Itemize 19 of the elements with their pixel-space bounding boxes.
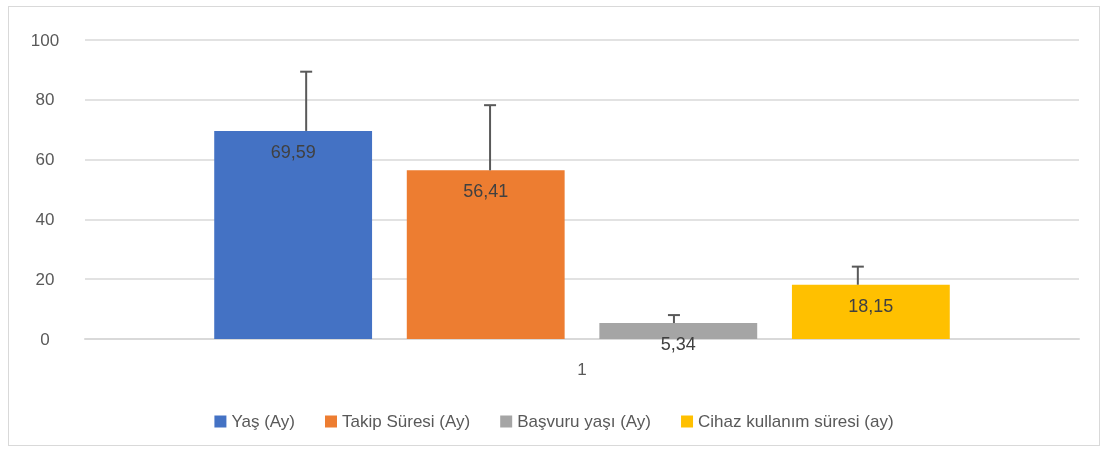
y-tick-label: 20	[35, 269, 55, 289]
y-tick-label: 60	[35, 150, 55, 170]
legend-label: Takip Süresi (Ay)	[342, 412, 471, 431]
bar	[214, 130, 373, 339]
bar	[791, 284, 950, 339]
bar	[406, 170, 565, 339]
y-tick-label: 40	[35, 209, 55, 229]
legend-label: Yaş (Ay)	[231, 412, 296, 431]
data-label: 56,41	[463, 181, 509, 202]
y-tick-label: 0	[40, 329, 50, 349]
x-tick-label: 1	[577, 360, 587, 379]
y-tick-label: 80	[35, 90, 55, 110]
legend-label: Cihaz kullanım süresi (ay)	[698, 412, 894, 431]
data-label: 18,15	[848, 295, 894, 316]
bar	[599, 323, 758, 339]
legend-label: Başvuru yaşı (Ay)	[517, 412, 652, 431]
y-tick-label: 100	[30, 30, 60, 50]
data-label: 5,34	[660, 334, 696, 355]
data-label: 69,59	[270, 141, 316, 162]
